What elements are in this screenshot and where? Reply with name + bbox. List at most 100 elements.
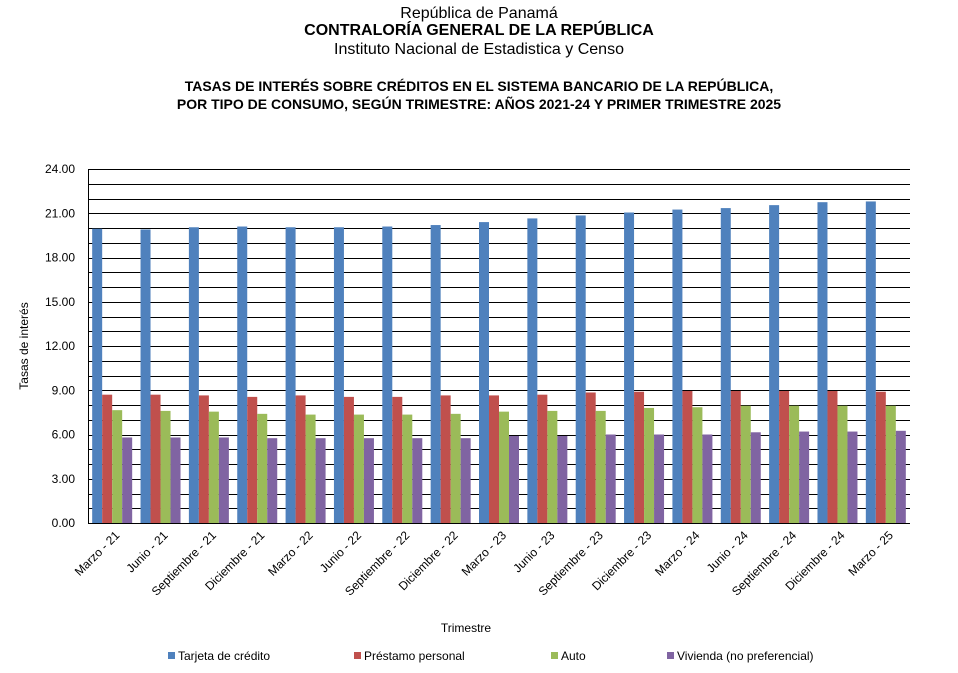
x-tick-label: Marzo - 23 — [459, 528, 510, 579]
bar-auto-1 — [160, 410, 171, 523]
bar-tarjeta-de-cr-dito-8 — [479, 222, 489, 523]
bar-tarjeta-de-cr-dito-13 — [720, 208, 731, 523]
bar-tarjeta-de-cr-dito-12 — [672, 209, 683, 523]
bar-tarjeta-de-cr-dito-5 — [333, 227, 344, 523]
y-tick-label: 9.00 — [52, 383, 76, 397]
bar-tarjeta-de-cr-dito-14 — [769, 205, 780, 523]
bar-vivienda-no-preferencial-3 — [267, 438, 278, 523]
legend-swatch — [354, 652, 361, 659]
y-tick-label: 18.00 — [45, 251, 75, 265]
chart-title: TASAS DE INTERÉS SOBRE CRÉDITOS EN EL SI… — [184, 78, 774, 94]
bar-pr-stamo-personal-16 — [875, 391, 886, 523]
bar-auto-7 — [450, 413, 461, 523]
bar-tarjeta-de-cr-dito-16 — [865, 201, 876, 523]
bar-tarjeta-de-cr-dito-4 — [285, 227, 296, 523]
bar-auto-10 — [595, 410, 606, 523]
y-tick-label: 6.00 — [52, 428, 76, 442]
bar-vivienda-no-preferencial-1 — [170, 437, 181, 523]
bar-tarjeta-de-cr-dito-3 — [237, 226, 248, 523]
bar-auto-15 — [837, 405, 848, 523]
bar-tarjeta-de-cr-dito-9 — [527, 218, 538, 523]
bar-auto-5 — [353, 414, 364, 523]
bar-pr-stamo-personal-1 — [150, 394, 161, 523]
bar-vivienda-no-preferencial-7 — [460, 438, 471, 523]
legend-swatch — [168, 652, 175, 659]
x-tick-label: Junio - 22 — [317, 528, 364, 575]
bar-tarjeta-de-cr-dito-1 — [140, 229, 151, 523]
x-tick-label: Junio - 21 — [123, 528, 170, 575]
bar-vivienda-no-preferencial-8 — [509, 435, 519, 523]
y-axis-ticks: 0.00 3.00 6.00 9.00 12.00 15.00 18.00 21.00 24.0… — [45, 162, 75, 530]
bar-pr-stamo-personal-12 — [682, 390, 693, 523]
bar-pr-stamo-personal-0 — [102, 394, 113, 523]
bar-auto-14 — [789, 405, 800, 523]
bar-vivienda-no-preferencial-5 — [363, 438, 374, 523]
y-tick-label: 15.00 — [45, 295, 75, 309]
bars — [92, 201, 906, 524]
legend-label: Auto — [561, 649, 586, 663]
legend-label: Préstamo personal — [364, 649, 465, 663]
bar-auto-13 — [740, 405, 751, 523]
bar-vivienda-no-preferencial-14 — [799, 431, 810, 523]
header-contraloria: CONTRALORÍA GENERAL DE LA REPÚBLICA — [304, 22, 654, 39]
legend-swatch — [551, 652, 558, 659]
legend-label: Vivienda (no preferencial) — [677, 649, 814, 663]
bar-pr-stamo-personal-9 — [537, 394, 548, 523]
y-tick-label: 3.00 — [52, 472, 76, 486]
header-institute: Instituto Nacional de Estadistica y Cens… — [334, 41, 624, 58]
bar-auto-0 — [112, 410, 123, 523]
header-republic: República de Panamá — [400, 5, 558, 22]
y-axis-label: Tasas de interés — [17, 302, 31, 389]
bar-pr-stamo-personal-10 — [585, 392, 596, 523]
y-tick-label: 24.00 — [45, 162, 75, 176]
bar-tarjeta-de-cr-dito-11 — [624, 212, 635, 523]
bar-pr-stamo-personal-6 — [392, 396, 403, 523]
bar-vivienda-no-preferencial-10 — [605, 434, 616, 523]
chart-subtitle: POR TIPO DE CONSUMO, SEGÚN TRIMESTRE: AÑ… — [176, 96, 782, 112]
bar-vivienda-no-preferencial-6 — [412, 438, 423, 523]
bar-auto-12 — [692, 407, 703, 523]
y-tick-label: 12.00 — [45, 339, 75, 353]
bar-pr-stamo-personal-7 — [440, 395, 451, 523]
bar-pr-stamo-personal-15 — [827, 390, 838, 523]
x-axis-label: Trimestre — [441, 621, 492, 635]
y-tick-label: 0.00 — [52, 516, 76, 530]
bar-auto-16 — [885, 405, 896, 523]
bar-tarjeta-de-cr-dito-15 — [817, 202, 828, 523]
x-tick-label: Marzo - 24 — [652, 528, 703, 579]
bar-auto-4 — [305, 414, 316, 523]
x-tick-label: Marzo - 22 — [265, 528, 316, 579]
x-tick-label: Marzo - 21 — [72, 528, 123, 579]
bar-pr-stamo-personal-3 — [247, 396, 258, 523]
bar-tarjeta-de-cr-dito-0 — [92, 228, 103, 524]
x-tick-label: Junio - 24 — [704, 528, 751, 575]
bar-auto-9 — [547, 410, 558, 523]
bar-tarjeta-de-cr-dito-2 — [188, 227, 199, 523]
bar-auto-6 — [402, 414, 413, 523]
bar-pr-stamo-personal-13 — [730, 390, 741, 523]
legend-swatch — [667, 652, 674, 659]
x-tick-label: Junio - 23 — [510, 528, 557, 575]
bar-pr-stamo-personal-2 — [198, 395, 209, 523]
bar-vivienda-no-preferencial-16 — [895, 430, 906, 523]
bar-pr-stamo-personal-11 — [634, 391, 645, 523]
bar-vivienda-no-preferencial-4 — [315, 438, 326, 523]
bar-pr-stamo-personal-4 — [295, 395, 306, 523]
bar-tarjeta-de-cr-dito-7 — [430, 225, 441, 524]
legend-label: Tarjeta de crédito — [178, 649, 270, 663]
bar-vivienda-no-preferencial-11 — [654, 434, 665, 523]
bar-auto-11 — [644, 407, 655, 523]
bar-vivienda-no-preferencial-0 — [122, 437, 133, 523]
bar-tarjeta-de-cr-dito-10 — [575, 215, 586, 523]
legend: Tarjeta de crédito Préstamo personal Auto V… — [168, 649, 814, 663]
bar-vivienda-no-preferencial-12 — [702, 434, 713, 523]
bar-tarjeta-de-cr-dito-6 — [382, 226, 393, 523]
bar-vivienda-no-preferencial-2 — [218, 437, 229, 523]
bar-pr-stamo-personal-14 — [779, 390, 790, 523]
x-tick-label: Marzo - 25 — [845, 528, 896, 579]
bar-auto-3 — [257, 413, 268, 523]
bar-pr-stamo-personal-8 — [489, 395, 499, 523]
bar-pr-stamo-personal-5 — [343, 396, 354, 523]
